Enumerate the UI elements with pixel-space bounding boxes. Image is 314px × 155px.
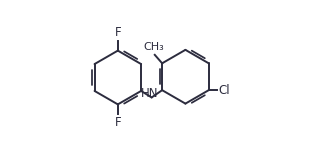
Text: HN: HN xyxy=(141,87,159,100)
Text: F: F xyxy=(115,26,121,39)
Text: F: F xyxy=(115,116,121,129)
Text: CH₃: CH₃ xyxy=(143,42,164,52)
Text: Cl: Cl xyxy=(218,84,230,97)
